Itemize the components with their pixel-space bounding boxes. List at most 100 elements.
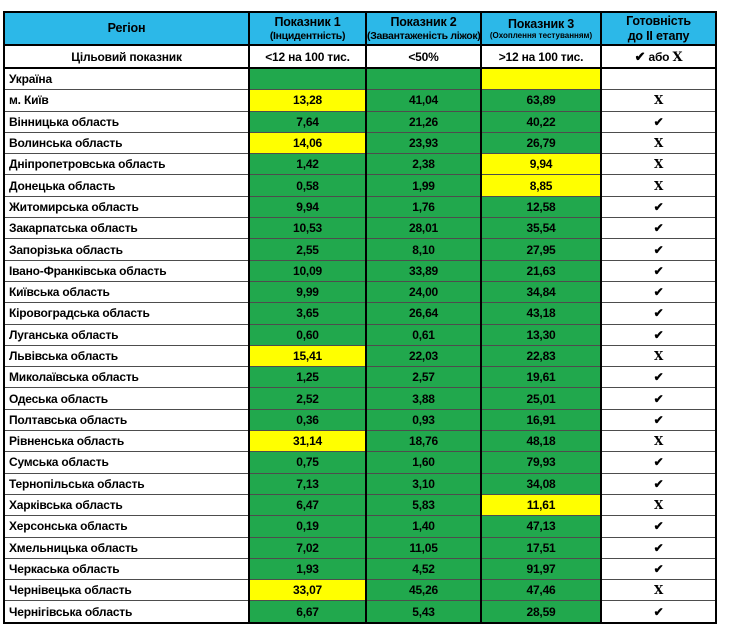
check-icon: ✔ (634, 48, 646, 64)
table-row: Дніпропетровська область 1,42 2,38 9,94 … (4, 153, 716, 176)
table-row: Харківська область 6,47 5,83 11,61 Х (4, 493, 716, 517)
indicator2-cell: 1,99 (365, 174, 482, 197)
indicator2-cell: 2,38 (365, 153, 482, 176)
readiness-cell-check-icon: ✔ (600, 515, 716, 538)
indicator2-cell: 1,76 (365, 195, 482, 219)
indicator2-cell: 4,52 (365, 557, 482, 581)
table-row: Херсонська область 0,19 1,40 47,13 ✔ (4, 515, 716, 538)
region-cell: Вінницька область (4, 110, 250, 133)
header-indicator3: Показник 3 (Охоплення тестуванням) (480, 11, 602, 46)
indicator1-cell: 7,64 (248, 110, 367, 133)
table-row: Закарпатська область 10,53 28,01 35,54 ✔ (4, 217, 716, 240)
indicator1-cell: 0,75 (248, 451, 367, 474)
indicator1-cell: 10,09 (248, 259, 367, 282)
region-cell: Закарпатська область (4, 217, 250, 240)
table-row: Київська область 9,99 24,00 34,84 ✔ (4, 280, 716, 304)
indicator3-cell: 22,83 (480, 344, 602, 368)
readiness-cell-x-icon: Х (600, 579, 716, 602)
indicator1-cell: 0,60 (248, 323, 367, 346)
region-cell: Запорізька область (4, 238, 250, 261)
readiness-cell-x-icon: Х (600, 344, 716, 368)
readiness-cell-check-icon: ✔ (600, 238, 716, 261)
table-row: Чернівецька область 33,07 45,26 47,46 Х (4, 579, 716, 602)
indicator3-cell: 79,93 (480, 451, 602, 474)
region-cell: Кіровоградська область (4, 302, 250, 325)
indicator1-cell: 0,58 (248, 174, 367, 197)
indicator3-cell: 91,97 (480, 557, 602, 581)
target-indicator1: <12 на 100 тис. (248, 44, 367, 69)
indicator2-cell: 28,01 (365, 217, 482, 240)
readiness-cell-check-icon: ✔ (600, 110, 716, 133)
indicator3-cell: 27,95 (480, 238, 602, 261)
indicator3-cell: 17,51 (480, 536, 602, 559)
indicator1-cell: 2,52 (248, 387, 367, 410)
indicator2-cell: 21,26 (365, 110, 482, 133)
indicator1-cell: 7,02 (248, 536, 367, 559)
table-row: Житомирська область 9,94 1,76 12,58 ✔ (4, 195, 716, 219)
readiness-cell-check-icon: ✔ (600, 217, 716, 240)
header-indicator2: Показник 2 (Завантаженість ліжок) (365, 11, 482, 46)
table-row: Чернігівська область 6,67 5,43 28,59 ✔ (4, 600, 716, 624)
readiness-cell-check-icon: ✔ (600, 302, 716, 325)
table-row: Львівська область 15,41 22,03 22,83 Х (4, 344, 716, 368)
table-row: Миколаївська область 1,25 2,57 19,61 ✔ (4, 366, 716, 389)
readiness-cell-check-icon: ✔ (600, 472, 716, 495)
indicator3-cell: 25,01 (480, 387, 602, 410)
indicator3-cell: 21,63 (480, 259, 602, 282)
region-cell: Харківська область (4, 493, 250, 517)
indicator1-cell: 10,53 (248, 217, 367, 240)
table-body: Україна м. Київ 13,28 41,04 63,89 Х Вінн… (4, 67, 716, 624)
readiness-cell-check-icon: ✔ (600, 259, 716, 282)
indicator1-cell: 7,13 (248, 472, 367, 495)
readiness-cell-check-icon: ✔ (600, 280, 716, 304)
indicator3-cell: 47,46 (480, 579, 602, 602)
indicator2-cell: 18,76 (365, 430, 482, 453)
header-region-label: Регіон (107, 21, 146, 36)
indicator3-cell: 19,61 (480, 366, 602, 389)
indicator2-cell: 1,40 (365, 515, 482, 538)
indicator3-cell: 48,18 (480, 430, 602, 453)
region-cell: Київська область (4, 280, 250, 304)
region-cell: Херсонська область (4, 515, 250, 538)
readiness-cell-check-icon: ✔ (600, 451, 716, 474)
indicator1-cell: 33,07 (248, 579, 367, 602)
region-cell: Тернопільська область (4, 472, 250, 495)
indicator2-cell: 33,89 (365, 259, 482, 282)
region-cell: Львівська область (4, 344, 250, 368)
region-cell: Хмельницька область (4, 536, 250, 559)
table-row: Одеська область 2,52 3,88 25,01 ✔ (4, 387, 716, 410)
region-cell: Івано-Франківська область (4, 259, 250, 282)
indicator2-cell: 22,03 (365, 344, 482, 368)
indicator2-cell: 0,61 (365, 323, 482, 346)
indicator3-cell: 43,18 (480, 302, 602, 325)
target-indicator3: >12 на 100 тис. (480, 44, 602, 69)
indicator3-cell: 63,89 (480, 89, 602, 112)
region-cell: Сумська область (4, 451, 250, 474)
header-readiness: Готовність до ІІ етапу (600, 11, 717, 46)
readiness-cell-check-icon: ✔ (600, 387, 716, 410)
table-row: Івано-Франківська область 10,09 33,89 21… (4, 259, 716, 282)
table-row: Україна (4, 67, 716, 91)
indicator2-cell: 8,10 (365, 238, 482, 261)
indicator1-cell: 9,94 (248, 195, 367, 219)
indicator2-cell: 41,04 (365, 89, 482, 112)
indicator3-cell: 34,08 (480, 472, 602, 495)
indicator1-cell: 6,67 (248, 600, 367, 624)
table-row: Хмельницька область 7,02 11,05 17,51 ✔ (4, 536, 716, 559)
readiness-cell-check-icon: ✔ (600, 600, 716, 624)
indicator2-cell: 3,10 (365, 472, 482, 495)
indicator1-cell: 2,55 (248, 238, 367, 261)
readiness-cell (600, 67, 716, 91)
readiness-cell-check-icon: ✔ (600, 366, 716, 389)
target-indicator2: <50% (365, 44, 482, 69)
indicator3-cell: 16,91 (480, 408, 602, 432)
indicator3-cell: 12,58 (480, 195, 602, 219)
indicator2-cell (365, 67, 482, 91)
target-readiness: ✔ або Х (600, 44, 717, 69)
readiness-cell-x-icon: Х (600, 89, 716, 112)
indicator1-cell: 0,36 (248, 408, 367, 432)
indicator3-cell: 9,94 (480, 153, 602, 176)
indicator3-cell: 13,30 (480, 323, 602, 346)
indicator1-cell: 3,65 (248, 302, 367, 325)
readiness-cell-check-icon: ✔ (600, 195, 716, 219)
